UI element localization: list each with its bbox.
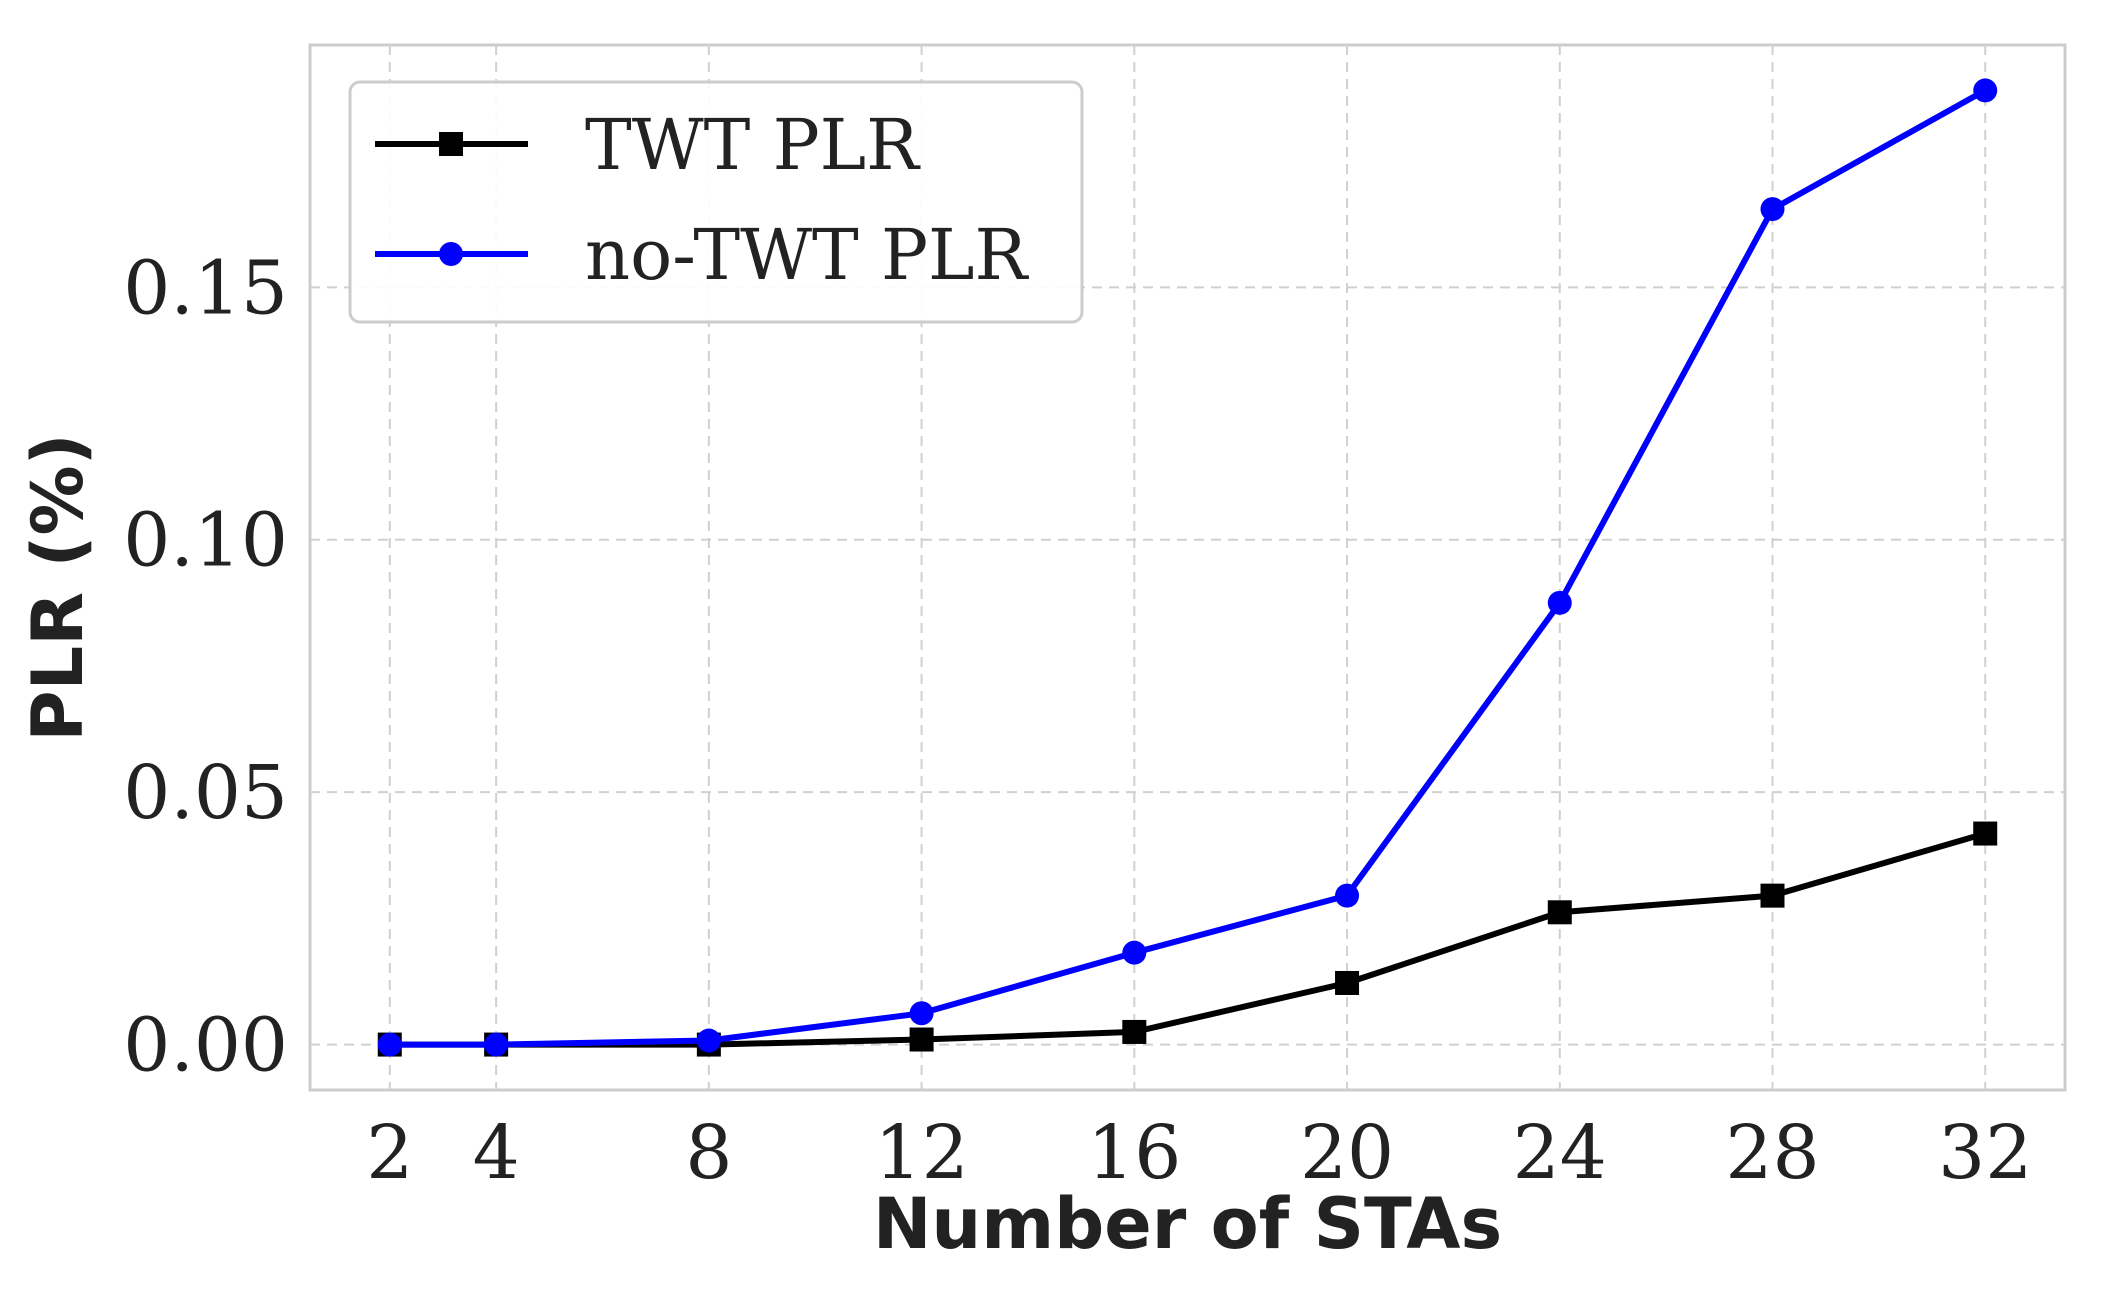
x-tick-label: 12 [875,1110,969,1196]
legend: TWT PLR no-TWT PLR [348,80,1084,324]
y-tick-label: 0.15 [123,245,288,331]
data-point-no-twt-plr [1547,590,1572,615]
data-point-twt-plr [1122,1019,1147,1044]
data-point-no-twt-plr [696,1028,721,1053]
x-tick-label: 20 [1300,1110,1394,1196]
data-point-twt-plr [1547,900,1572,925]
x-tick-label: 16 [1087,1110,1181,1196]
data-point-no-twt-plr [1122,940,1147,965]
y-axis-label: PLR (%) [17,433,99,741]
x-tick-label: 28 [1725,1110,1819,1196]
legend-marker [439,242,463,266]
data-point-twt-plr [1335,970,1360,995]
x-tick-label: 2 [366,1110,413,1196]
data-point-no-twt-plr [1760,197,1785,222]
legend-marker [439,132,463,156]
y-tick-label: 0.00 [123,1003,288,1089]
data-point-twt-plr [1760,883,1785,908]
data-point-no-twt-plr [377,1032,402,1057]
legend-label: no-TWT PLR [585,214,1030,296]
data-point-no-twt-plr [909,1001,934,1026]
y-tick-label: 0.05 [123,750,288,836]
data-point-twt-plr [909,1027,934,1052]
data-point-twt-plr [1973,821,1998,846]
legend-entries: TWT PLR no-TWT PLR [375,104,1030,296]
data-point-no-twt-plr [1973,78,1998,103]
data-point-no-twt-plr [484,1032,509,1057]
legend-label: TWT PLR [585,104,921,186]
x-axis-ticks: 2 4 8 12 16 20 24 28 32 [366,1110,2032,1196]
x-axis-label: Number of STAs [873,1183,1502,1265]
x-tick-label: 32 [1938,1110,2032,1196]
x-tick-label: 8 [685,1110,732,1196]
legend-entry-twt-plr: TWT PLR [375,104,921,186]
series-layer [377,78,1998,1057]
y-tick-label: 0.10 [123,498,288,584]
data-point-no-twt-plr [1335,883,1360,908]
legend-box [348,80,1084,324]
y-axis-ticks: 0.00 0.05 0.10 0.15 [123,245,288,1088]
x-tick-label: 4 [473,1110,520,1196]
legend-entry-no-twt-plr: no-TWT PLR [375,214,1030,296]
series-no-twt-plr [377,78,1998,1057]
x-tick-label: 24 [1513,1110,1607,1196]
